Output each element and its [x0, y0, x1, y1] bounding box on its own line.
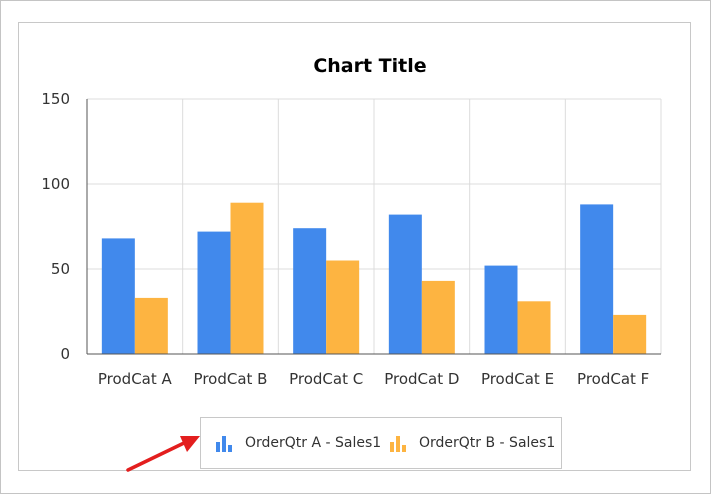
axes — [86, 99, 661, 355]
bar-series-a[interactable] — [580, 204, 614, 354]
bar-chart-icon — [390, 436, 406, 452]
legend-item-series-a[interactable]: OrderQtr A - Sales1 — [215, 433, 381, 453]
bar-series-b[interactable] — [517, 301, 551, 354]
bars — [101, 202, 647, 355]
x-category-label: ProdCat B — [194, 370, 268, 388]
y-tick-label: 150 — [41, 90, 70, 108]
red-arrow-icon — [126, 436, 200, 472]
bar-series-a[interactable] — [388, 214, 422, 354]
x-category-label: ProdCat D — [384, 370, 459, 388]
bar-series-b[interactable] — [421, 280, 455, 354]
chart-legend: OrderQtr A - Sales1 OrderQtr B - Sales1 — [200, 417, 562, 469]
chart-title: Chart Title — [313, 55, 426, 77]
bar-series-a[interactable] — [293, 228, 327, 354]
x-category-labels: ProdCat A ProdCat B ProdCat C ProdCat D Prod… — [98, 370, 649, 388]
bar-series-b[interactable] — [230, 202, 264, 354]
x-category-label: ProdCat A — [98, 370, 173, 388]
bar-series-b[interactable] — [326, 260, 360, 355]
y-tick-label: 50 — [51, 260, 70, 278]
bar-series-a[interactable] — [101, 238, 135, 354]
bar-chart: Chart Title 0 50 100 150 ProdCat A ProdCat B… — [41, 55, 662, 388]
legend-item-series-b[interactable]: OrderQtr B - Sales1 — [389, 433, 555, 453]
y-tick-label: 100 — [41, 175, 70, 193]
legend-label-series-a: OrderQtr A - Sales1 — [245, 435, 382, 451]
bar-series-b[interactable] — [613, 314, 647, 354]
x-category-label: ProdCat E — [481, 370, 554, 388]
legend-label-series-b: OrderQtr B - Sales1 — [419, 435, 556, 451]
y-tick-labels: 0 50 100 150 — [41, 90, 70, 363]
y-tick-label: 0 — [60, 345, 70, 363]
bar-series-a[interactable] — [484, 265, 518, 354]
x-category-label: ProdCat F — [577, 370, 649, 388]
bar-series-b[interactable] — [134, 297, 168, 354]
bar-series-a[interactable] — [197, 231, 231, 354]
gridlines — [87, 98, 662, 354]
bar-chart-icon — [216, 436, 232, 452]
x-category-label: ProdCat C — [289, 370, 363, 388]
chart-container: Chart Title 0 50 100 150 ProdCat A ProdCat B… — [18, 22, 691, 472]
